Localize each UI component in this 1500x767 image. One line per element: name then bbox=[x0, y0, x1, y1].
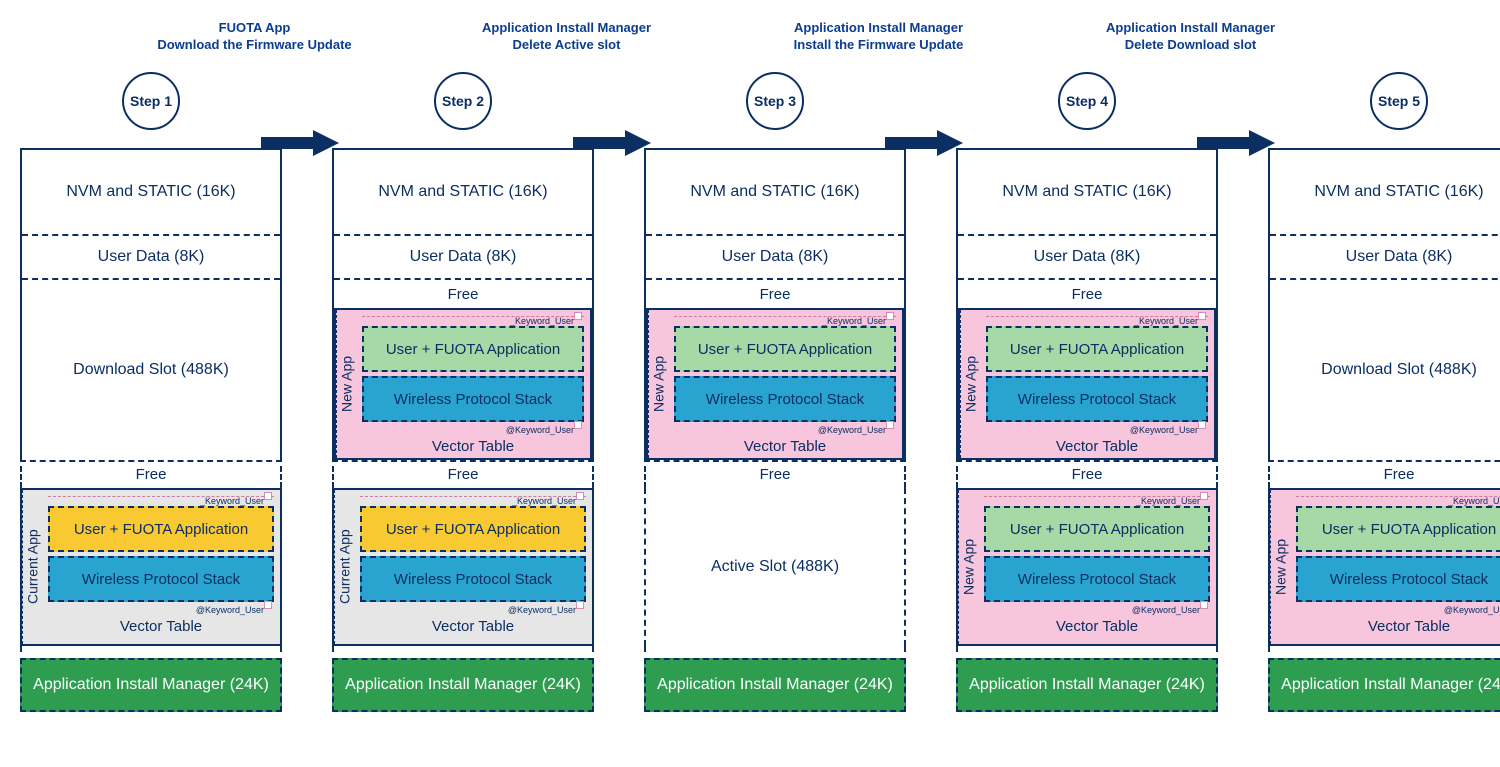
app-side-label: New App bbox=[336, 310, 356, 458]
memory-map-upper: NVM and STATIC (16K)User Data (8K)FreeNe… bbox=[644, 148, 906, 462]
keyword-user-top: _Keyword_User bbox=[510, 316, 574, 326]
app-side-label: New App bbox=[960, 310, 980, 458]
wireless-protocol-stack-tile: Wireless Protocol Stack bbox=[362, 376, 584, 422]
step-column: Step 2 NVM and STATIC (16K)User Data (8K)… bbox=[332, 10, 594, 712]
keyword-user-bottom: @Keyword_User bbox=[196, 605, 264, 615]
inter-slot-free-label: Free bbox=[1268, 466, 1500, 488]
memory-map-upper: NVM and STATIC (16K)User Data (8K)Downlo… bbox=[20, 148, 282, 462]
application-install-manager-region: Application Install Manager (24K) bbox=[20, 658, 282, 712]
keyword-user-top: _Keyword_User bbox=[1136, 496, 1200, 506]
memory-map-upper: NVM and STATIC (16K)User Data (8K)Downlo… bbox=[1268, 148, 1500, 462]
step-column: Step 3 NVM and STATIC (16K)User Data (8K)… bbox=[644, 10, 906, 712]
application-install-manager-region: Application Install Manager (24K) bbox=[1268, 658, 1500, 712]
app-side-label: Current App bbox=[22, 490, 42, 644]
memory-map-upper: NVM and STATIC (16K)User Data (8K)FreeNe… bbox=[332, 148, 594, 462]
wireless-protocol-stack-tile: Wireless Protocol Stack bbox=[360, 556, 586, 602]
inter-slot-free-label: Free bbox=[644, 466, 906, 488]
vector-table-label: Vector Table bbox=[1296, 616, 1500, 635]
keyword-user-top: _Keyword_User bbox=[1134, 316, 1198, 326]
keyword-user-top: _Keyword_User bbox=[822, 316, 886, 326]
user-fuota-application-tile: User + FUOTA Application bbox=[674, 326, 896, 372]
keyword-user-bottom: @Keyword_User bbox=[818, 425, 886, 435]
keyword-user-bottom: @Keyword_User bbox=[506, 425, 574, 435]
keyword-user-top: _Keyword_User bbox=[200, 496, 264, 506]
keyword-user-top: _Keyword_User bbox=[1448, 496, 1500, 506]
step-circle: Step 3 bbox=[746, 72, 804, 130]
vector-table-label: Vector Table bbox=[362, 436, 584, 455]
new-app-block: New App _Keyword_UserUser + FUOTA Applica… bbox=[956, 488, 1218, 646]
step-column: Step 5 NVM and STATIC (16K)User Data (8K)… bbox=[1268, 10, 1500, 712]
free-region: Free bbox=[958, 280, 1216, 308]
step-column: Step 1 NVM and STATIC (16K)User Data (8K)… bbox=[20, 10, 282, 712]
vector-table-label: Vector Table bbox=[360, 616, 586, 635]
vector-table-label: Vector Table bbox=[48, 616, 274, 635]
user-fuota-application-tile: User + FUOTA Application bbox=[48, 506, 274, 552]
keyword-user-bottom: @Keyword_User bbox=[1444, 605, 1500, 615]
active-slot-region: Active Slot (488K) bbox=[644, 488, 906, 646]
new-app-block: New App _Keyword_UserUser + FUOTA Applica… bbox=[1268, 488, 1500, 646]
memory-map-upper: NVM and STATIC (16K)User Data (8K)FreeNe… bbox=[956, 148, 1218, 462]
app-side-label: New App bbox=[958, 490, 978, 644]
application-install-manager-region: Application Install Manager (24K) bbox=[644, 658, 906, 712]
application-install-manager-region: Application Install Manager (24K) bbox=[332, 658, 594, 712]
step-circle: Step 1 bbox=[122, 72, 180, 130]
new-app-block: New App _Keyword_UserUser + FUOTA Applica… bbox=[646, 308, 904, 460]
wireless-protocol-stack-tile: Wireless Protocol Stack bbox=[48, 556, 274, 602]
application-install-manager-region: Application Install Manager (24K) bbox=[956, 658, 1218, 712]
download-slot-region: Download Slot (488K) bbox=[22, 280, 280, 460]
step-circle: Step 5 bbox=[1370, 72, 1428, 130]
nvm-static-region: NVM and STATIC (16K) bbox=[958, 150, 1216, 236]
user-data-region: User Data (8K) bbox=[958, 236, 1216, 280]
user-fuota-application-tile: User + FUOTA Application bbox=[984, 506, 1210, 552]
new-app-block: New App _Keyword_UserUser + FUOTA Applica… bbox=[958, 308, 1216, 460]
user-data-region: User Data (8K) bbox=[334, 236, 592, 280]
app-side-label: New App bbox=[648, 310, 668, 458]
keyword-user-bottom: @Keyword_User bbox=[1132, 605, 1200, 615]
inter-slot-free-label: Free bbox=[956, 466, 1218, 488]
current-app-block: Current App _Keyword_UserUser + FUOTA App… bbox=[20, 488, 282, 646]
inter-slot-free-label: Free bbox=[20, 466, 282, 488]
keyword-user-bottom: @Keyword_User bbox=[1130, 425, 1198, 435]
nvm-static-region: NVM and STATIC (16K) bbox=[1270, 150, 1500, 236]
current-app-block: Current App _Keyword_UserUser + FUOTA App… bbox=[332, 488, 594, 646]
step-arrow bbox=[1197, 130, 1275, 156]
user-fuota-application-tile: User + FUOTA Application bbox=[360, 506, 586, 552]
step-arrow bbox=[885, 130, 963, 156]
user-data-region: User Data (8K) bbox=[22, 236, 280, 280]
keyword-user-bottom: @Keyword_User bbox=[508, 605, 576, 615]
step-arrow bbox=[261, 130, 339, 156]
step-column: Step 4 NVM and STATIC (16K)User Data (8K)… bbox=[956, 10, 1218, 712]
wireless-protocol-stack-tile: Wireless Protocol Stack bbox=[674, 376, 896, 422]
user-fuota-application-tile: User + FUOTA Application bbox=[986, 326, 1208, 372]
keyword-user-top: _Keyword_User bbox=[512, 496, 576, 506]
vector-table-label: Vector Table bbox=[674, 436, 896, 455]
wireless-protocol-stack-tile: Wireless Protocol Stack bbox=[984, 556, 1210, 602]
app-side-label: Current App bbox=[334, 490, 354, 644]
download-slot-region: Download Slot (488K) bbox=[1270, 280, 1500, 460]
step-circle: Step 4 bbox=[1058, 72, 1116, 130]
user-data-region: User Data (8K) bbox=[646, 236, 904, 280]
nvm-static-region: NVM and STATIC (16K) bbox=[22, 150, 280, 236]
wireless-protocol-stack-tile: Wireless Protocol Stack bbox=[1296, 556, 1500, 602]
user-fuota-application-tile: User + FUOTA Application bbox=[1296, 506, 1500, 552]
vector-table-label: Vector Table bbox=[986, 436, 1208, 455]
user-fuota-application-tile: User + FUOTA Application bbox=[362, 326, 584, 372]
new-app-block: New App _Keyword_UserUser + FUOTA Applica… bbox=[334, 308, 592, 460]
app-side-label: New App bbox=[1270, 490, 1290, 644]
nvm-static-region: NVM and STATIC (16K) bbox=[646, 150, 904, 236]
step-arrow bbox=[573, 130, 651, 156]
user-data-region: User Data (8K) bbox=[1270, 236, 1500, 280]
nvm-static-region: NVM and STATIC (16K) bbox=[334, 150, 592, 236]
step-circle: Step 2 bbox=[434, 72, 492, 130]
free-region: Free bbox=[646, 280, 904, 308]
free-region: Free bbox=[334, 280, 592, 308]
wireless-protocol-stack-tile: Wireless Protocol Stack bbox=[986, 376, 1208, 422]
inter-slot-free-label: Free bbox=[332, 466, 594, 488]
vector-table-label: Vector Table bbox=[984, 616, 1210, 635]
